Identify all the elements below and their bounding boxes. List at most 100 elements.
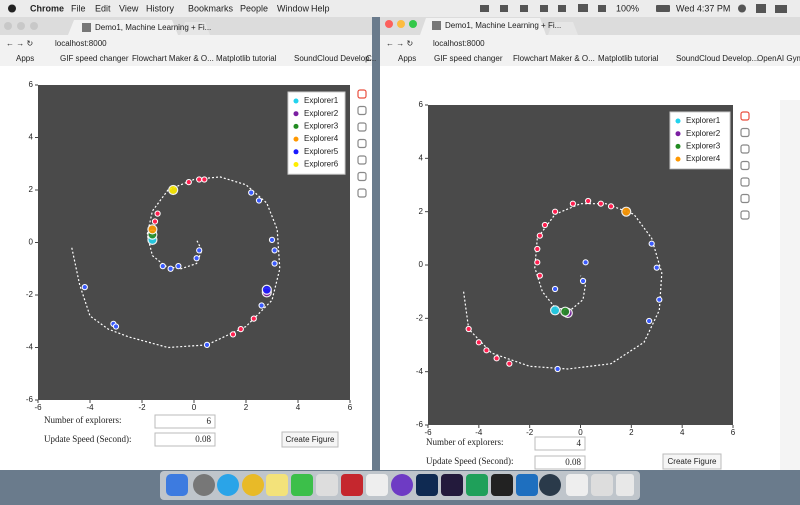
legend-label[interactable]: Explorer1 xyxy=(686,116,721,125)
apple-logo[interactable] xyxy=(8,4,16,13)
tab-title[interactable]: Demo1, Machine Learning + Fi... xyxy=(95,23,211,32)
plot-tool[interactable] xyxy=(357,105,367,116)
bookmark[interactable]: GIF speed changer xyxy=(434,54,503,63)
legend-swatch[interactable] xyxy=(293,111,299,117)
legend-label[interactable]: Explorer1 xyxy=(304,96,339,105)
input[interactable] xyxy=(154,414,216,429)
button[interactable] xyxy=(281,431,339,448)
plot-tool[interactable] xyxy=(740,144,750,154)
new-tab[interactable] xyxy=(548,22,578,35)
track-point xyxy=(193,255,200,262)
minimize-button[interactable] xyxy=(397,20,405,28)
track-point xyxy=(159,263,166,270)
plot-tool[interactable] xyxy=(357,155,367,165)
legend-swatch[interactable] xyxy=(293,136,299,142)
bookmark[interactable]: Matplotlib tutorial xyxy=(216,54,277,63)
menu-item[interactable]: History xyxy=(146,3,175,13)
legend-swatch[interactable] xyxy=(675,118,681,124)
tab[interactable] xyxy=(68,20,178,35)
y-tick-label: -4 xyxy=(26,343,34,352)
input-value[interactable]: 0.08 xyxy=(195,434,211,444)
y-tick-label: -2 xyxy=(416,313,424,322)
legend-swatch[interactable] xyxy=(293,162,299,167)
nav-buttons[interactable]: ← → ↻ xyxy=(386,39,413,48)
plot-tool[interactable] xyxy=(740,210,750,220)
legend-label[interactable]: Explorer6 xyxy=(304,160,339,169)
plot-tool[interactable] xyxy=(357,89,367,99)
bookmark[interactable]: Matplotlib tutorial xyxy=(598,54,659,63)
track-point xyxy=(551,208,559,215)
legend-label[interactable]: Explorer3 xyxy=(304,122,339,131)
legend-label[interactable]: Explorer5 xyxy=(304,147,339,156)
legend-label[interactable]: Explorer4 xyxy=(686,154,721,163)
plot-tool[interactable] xyxy=(740,177,750,187)
input[interactable] xyxy=(534,436,586,451)
legend-swatch[interactable] xyxy=(293,123,299,129)
tab[interactable] xyxy=(420,18,546,35)
menu-item[interactable]: File xyxy=(71,3,86,13)
new-tab[interactable] xyxy=(180,22,210,35)
menu-app[interactable]: Chrome xyxy=(30,3,64,13)
track-point xyxy=(258,302,265,309)
legend-swatch[interactable] xyxy=(675,131,681,137)
legend-label[interactable]: Explorer2 xyxy=(686,129,721,138)
bookmark[interactable]: SoundCloud Develop... xyxy=(294,54,376,63)
track-point xyxy=(255,197,263,204)
bookmark[interactable]: C xyxy=(366,54,372,63)
menu-item[interactable]: View xyxy=(119,3,139,13)
track-point xyxy=(582,259,589,266)
explorer-point xyxy=(147,224,158,235)
menu-item[interactable]: People xyxy=(240,3,268,13)
bookmark[interactable]: Flowchart Maker & O... xyxy=(132,54,214,63)
track-point xyxy=(203,341,211,348)
x-tick-label: -6 xyxy=(34,403,42,412)
y-tick-label: 4 xyxy=(29,133,34,142)
legend-swatch[interactable] xyxy=(675,143,681,149)
bookmark[interactable]: Apps xyxy=(398,54,416,63)
input[interactable] xyxy=(154,432,216,447)
close-button[interactable] xyxy=(385,20,393,28)
zoom-button[interactable] xyxy=(409,20,417,28)
bookmark[interactable]: OpenAI Gym xyxy=(757,54,800,63)
legend-label[interactable]: Explorer4 xyxy=(304,134,339,143)
bookmark[interactable]: Flowchart Maker & O... xyxy=(513,54,595,63)
plot-tool[interactable] xyxy=(357,171,367,182)
legend-swatch[interactable] xyxy=(675,156,681,162)
plot-tool[interactable] xyxy=(740,111,750,121)
nav-buttons[interactable]: ← → ↻ xyxy=(6,39,33,48)
menu-item[interactable]: Edit xyxy=(95,3,111,13)
input[interactable] xyxy=(534,455,586,470)
menu-item[interactable]: Bookmarks xyxy=(188,3,234,13)
menu-item[interactable]: Help xyxy=(311,3,330,13)
bookmark[interactable]: SoundCloud Develop... xyxy=(676,54,758,63)
input-value[interactable]: 4 xyxy=(577,438,582,448)
input-value[interactable]: 0.08 xyxy=(565,457,581,467)
plot-tool[interactable] xyxy=(740,127,750,138)
legend-swatch[interactable] xyxy=(293,149,299,155)
address[interactable]: localhost:8000 xyxy=(433,39,485,48)
input-value[interactable]: 6 xyxy=(207,416,212,426)
track-point xyxy=(536,232,543,239)
button-label[interactable]: Create Figure xyxy=(668,457,717,466)
button-label[interactable]: Create Figure xyxy=(286,435,335,444)
clock[interactable]: Wed 4:37 PM xyxy=(676,3,730,13)
plot-tool[interactable] xyxy=(357,122,367,132)
dock-icons[interactable] xyxy=(166,474,634,496)
plot-tool[interactable] xyxy=(357,188,367,198)
bookmark[interactable]: Apps xyxy=(16,54,34,63)
legend-label[interactable]: Explorer3 xyxy=(686,142,721,151)
plot-tool[interactable] xyxy=(740,193,750,204)
tab-title[interactable]: Demo1, Machine Learning + Fi... xyxy=(445,21,561,30)
plot-tool[interactable] xyxy=(740,160,750,171)
menu-item[interactable]: Window xyxy=(277,3,310,13)
track-point xyxy=(551,285,559,293)
plot-tool[interactable] xyxy=(357,138,367,149)
bookmark[interactable]: GIF speed changer xyxy=(60,54,129,63)
address[interactable]: localhost:8000 xyxy=(55,39,107,48)
track-point xyxy=(237,326,244,333)
legend-label[interactable]: Explorer2 xyxy=(304,109,339,118)
button[interactable] xyxy=(662,453,722,470)
track-point xyxy=(81,284,88,291)
legend-swatch[interactable] xyxy=(293,98,299,104)
